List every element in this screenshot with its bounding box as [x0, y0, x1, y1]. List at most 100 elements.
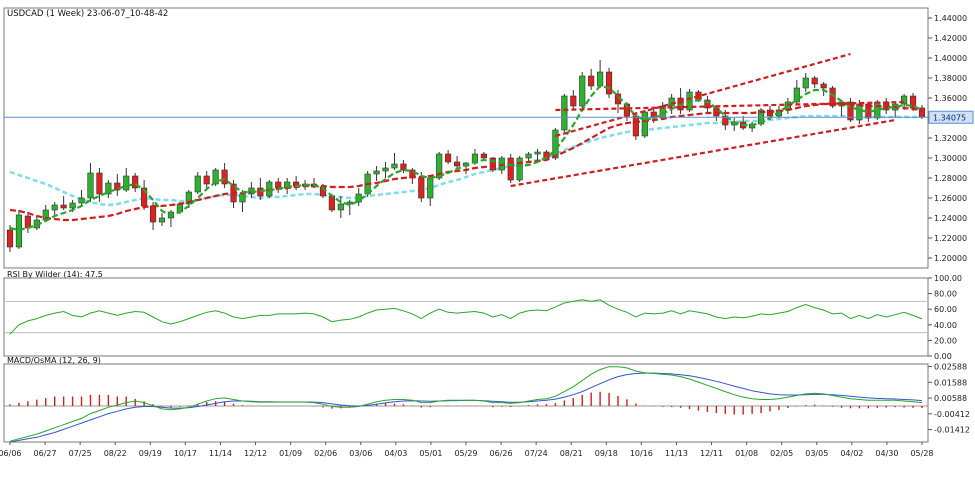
- x-tick-label: 06/27: [34, 449, 57, 458]
- price-y-tick-label: 1.24000: [934, 214, 967, 223]
- candle-body: [203, 175, 210, 185]
- candle-body: [793, 87, 800, 103]
- x-tick-label: 07/25: [69, 449, 92, 458]
- price-y-tick-label: 1.26000: [934, 194, 967, 203]
- candle-body: [802, 77, 809, 89]
- candle-body: [507, 157, 514, 181]
- rsi-title: RSI By Wilder (14): 47.5: [7, 270, 103, 279]
- candle-body: [400, 163, 407, 171]
- x-tick-label: 12/12: [244, 449, 267, 458]
- macd-y-tick-label: 0.02588: [934, 363, 967, 372]
- macd-panel: [3, 363, 929, 443]
- price-y-tick-label: 1.28000: [934, 174, 967, 183]
- candle-body: [373, 170, 380, 175]
- candle-body: [418, 177, 425, 199]
- x-tick-label: 11/14: [209, 449, 232, 458]
- candle-body: [534, 151, 541, 155]
- x-tick-label: 03/05: [805, 449, 828, 458]
- candle-body: [60, 204, 67, 209]
- chart-title: USDCAD (1 Week) 23-06-07_10-48-42: [7, 9, 168, 19]
- candle-body: [114, 182, 121, 191]
- candle-body: [427, 177, 434, 199]
- candle-body: [212, 169, 219, 185]
- candle-body: [391, 163, 398, 169]
- x-tick-label: 03/06: [349, 449, 372, 458]
- price-y-tick-label: 1.32000: [934, 134, 967, 143]
- price-y-tick-label: 1.42000: [934, 34, 967, 43]
- candle-body: [605, 71, 613, 95]
- price-y-tick-label: 1.30000: [934, 154, 967, 163]
- candle-body: [579, 75, 586, 107]
- candle-body: [328, 195, 335, 211]
- candle-body: [87, 172, 94, 199]
- x-tick-label: 01/09: [279, 449, 302, 458]
- price-y-tick-label: 1.40000: [934, 54, 967, 63]
- macd-y-tick-label: 0.00588: [934, 394, 967, 403]
- x-tick-label: 12/11: [700, 449, 723, 458]
- x-tick-label: 10/17: [174, 449, 197, 458]
- x-tick-label: 05/29: [454, 449, 477, 458]
- trend-channel-line: [555, 52, 851, 138]
- x-tick-label: 02/05: [770, 449, 793, 458]
- candle-body: [820, 83, 827, 89]
- candle-body: [337, 203, 344, 211]
- candle-body: [597, 71, 604, 87]
- candle-body: [552, 129, 559, 159]
- candle-body: [704, 99, 711, 109]
- candle-body: [78, 197, 85, 204]
- candle-body: [185, 191, 192, 205]
- candle-body: [6, 229, 14, 248]
- candle-body: [641, 111, 648, 137]
- x-tick-label: 02/06: [314, 449, 337, 458]
- candle-body: [901, 95, 908, 105]
- macd-title: MACD/OsMA (12, 26, 9): [7, 356, 101, 365]
- candle-body: [105, 182, 112, 195]
- x-tick-label: 10/16: [630, 449, 653, 458]
- candle-body: [382, 167, 389, 172]
- ma-green-line: [9, 84, 923, 232]
- candle-body: [158, 217, 166, 223]
- candle-body: [221, 169, 228, 185]
- candle-body: [489, 157, 496, 171]
- price-y-tick-label: 1.38000: [934, 74, 967, 83]
- x-tick-label: 05/28: [910, 449, 933, 458]
- candle-body: [811, 77, 818, 85]
- price-y-tick-label: 1.20000: [934, 254, 967, 263]
- candle-body: [96, 172, 103, 195]
- x-tick-label: 07/24: [525, 449, 548, 458]
- x-tick-label: 06/26: [490, 449, 513, 458]
- x-tick-label: 06/06: [0, 449, 22, 458]
- last-price-label: 1.34075: [933, 113, 966, 122]
- price-y-tick-label: 1.44000: [934, 14, 967, 23]
- candle-body: [588, 75, 595, 87]
- candle-body: [194, 175, 201, 193]
- macd-y-tick-label: -0.00412: [934, 410, 970, 419]
- rsi-panel: [3, 277, 929, 357]
- macd-y-tick-label: -0.01412: [934, 426, 970, 435]
- candle-body: [722, 115, 729, 126]
- candle-body: [570, 95, 577, 107]
- price-y-tick-label: 1.22000: [934, 234, 967, 243]
- rsi-y-tick-label: 20.00: [934, 336, 957, 345]
- candle-body: [69, 202, 76, 209]
- candle-body: [239, 193, 246, 203]
- x-tick-label: 08/22: [104, 449, 127, 458]
- trend-channel-line: [510, 118, 896, 188]
- candle-body: [480, 153, 487, 159]
- rsi-line: [9, 299, 923, 335]
- x-tick-label: 09/19: [139, 449, 162, 458]
- candle-body: [132, 175, 139, 189]
- rsi-y-tick-label: 80.00: [934, 290, 957, 299]
- x-tick-label: 01/08: [735, 449, 758, 458]
- candle-body: [525, 153, 532, 159]
- rsi-y-tick-label: 0.00: [934, 352, 952, 361]
- x-tick-label: 09/18: [595, 449, 618, 458]
- x-tick-label: 04/30: [875, 449, 898, 458]
- candle-body: [453, 161, 461, 167]
- last-price-tag: [928, 110, 974, 124]
- candle-body: [51, 204, 58, 211]
- candle-body: [445, 153, 452, 163]
- x-tick-label: 04/03: [384, 449, 407, 458]
- macd-y-tick-label: 0.01588: [934, 378, 967, 387]
